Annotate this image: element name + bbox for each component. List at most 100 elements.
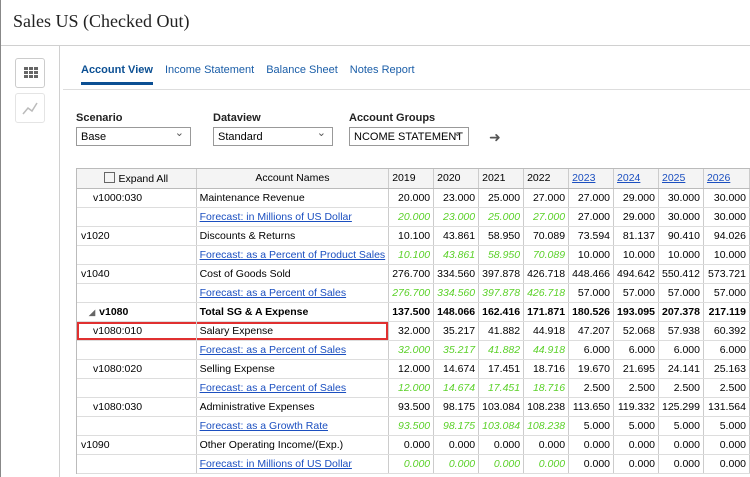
cell-value[interactable]: 426.718 [523,283,570,303]
cell-value[interactable]: 44.918 [523,321,570,341]
cell-value[interactable]: 20.000 [388,188,435,208]
cell-value[interactable]: 27.000 [523,188,570,208]
cell-value[interactable]: 47.207 [568,321,615,341]
cell-value[interactable]: 0.000 [478,454,525,474]
checkbox[interactable] [104,171,116,183]
cell-value[interactable]: 60.392 [703,321,750,341]
cell-value[interactable]: 70.089 [523,226,570,246]
cell-value[interactable]: 14.674 [433,378,480,398]
cell-value[interactable]: 58.950 [478,245,525,265]
cell-value[interactable]: 98.175 [433,416,480,436]
cell-value[interactable]: 276.700 [388,283,435,303]
collapse-toggle[interactable]: ◢ [89,307,96,317]
cell-value[interactable]: 18.716 [523,359,570,379]
cell-value[interactable]: 30.000 [703,188,750,208]
cell-value[interactable]: 43.861 [433,226,480,246]
cell-value[interactable]: 334.560 [433,283,480,303]
cell-value[interactable]: 27.000 [568,207,615,227]
cell-value[interactable]: 52.068 [613,321,659,341]
cell-value[interactable]: 70.089 [523,245,570,265]
cell-value[interactable]: 23.000 [433,188,480,208]
cell-value[interactable]: 57.000 [658,283,704,303]
cell-value[interactable]: 10.000 [658,245,704,265]
cell-value[interactable]: 2.500 [613,378,659,398]
expand-all-label[interactable]: Expand All [118,172,169,185]
cell-value[interactable]: 276.700 [388,264,435,284]
cell-value[interactable]: 10.100 [388,226,435,246]
cell-value[interactable]: 43.861 [433,245,480,265]
grid-row[interactable]: Forecast: as a Growth Rate 93.500 98.175 10… [77,416,750,436]
cell-value[interactable]: 25.000 [478,188,525,208]
forecast-link[interactable]: Forecast: as a Percent of Sales [199,381,347,394]
cell-value[interactable]: 0.000 [523,435,570,455]
cell-value[interactable]: 0.000 [613,435,659,455]
cell-value[interactable]: 148.066 [433,302,480,322]
cell-value[interactable]: 10.000 [703,245,750,265]
dropdown[interactable]: Base [76,124,191,146]
cell-value[interactable]: 2.500 [658,378,704,398]
tab[interactable]: Income Statement [164,64,255,76]
cell-value[interactable]: 32.000 [388,340,435,360]
grid-row[interactable]: v1080:010 Salary Expense 32.000 35.217 41.88… [77,321,750,341]
cell-value[interactable]: 93.500 [388,397,435,417]
cell-value[interactable]: 108.238 [523,397,570,417]
cell-value[interactable]: 57.000 [613,283,659,303]
cell-value[interactable]: 0.000 [658,454,704,474]
cell-value[interactable]: 119.332 [613,397,659,417]
cell-value[interactable]: 6.000 [658,340,704,360]
cell-value[interactable]: 0.000 [523,454,570,474]
grid-row[interactable]: ◢ v1080 Total SG & A Expense 137.500 148.066… [77,302,750,322]
cell-value[interactable]: 98.175 [433,397,480,417]
forecast-link[interactable]: Forecast: as a Growth Rate [199,419,328,432]
cell-value[interactable]: 108.238 [523,416,570,436]
cell-value[interactable]: 41.882 [478,340,525,360]
cell-value[interactable]: 10.000 [613,245,659,265]
cell-value[interactable]: 2.500 [703,378,750,398]
cell-value[interactable]: 10.100 [388,245,435,265]
cell-value[interactable]: 217.119 [703,302,750,322]
grid-row[interactable]: Forecast: as a Percent of Product Sales 1… [77,245,750,265]
cell-value[interactable]: 10.000 [568,245,615,265]
cell-value[interactable]: 426.718 [523,264,570,284]
grid-row[interactable]: Forecast: as a Percent of Sales 12.000 14.… [77,378,750,398]
grid-row[interactable]: v1020 Discounts & Returns 10.100 43.861 58.9… [77,226,750,246]
cell-value[interactable]: 35.217 [433,321,480,341]
cell-value[interactable]: 35.217 [433,340,480,360]
cell-value[interactable]: 573.721 [703,264,750,284]
grid-row[interactable]: v1040 Cost of Goods Sold 276.700 334.560 397… [77,264,750,284]
chart-view-icon[interactable] [15,93,45,123]
cell-value[interactable]: 103.084 [478,416,525,436]
cell-value[interactable]: 0.000 [568,454,615,474]
cell-value[interactable]: 12.000 [388,378,435,398]
cell-value[interactable]: 0.000 [613,454,659,474]
cell-value[interactable]: 27.000 [568,188,615,208]
cell-value[interactable]: 29.000 [613,207,659,227]
cell-value[interactable]: 113.650 [568,397,615,417]
cell-value[interactable]: 30.000 [658,188,704,208]
cell-value[interactable]: 6.000 [613,340,659,360]
cell-value[interactable]: 58.950 [478,226,525,246]
grid-row[interactable]: v1090 Other Operating Income/(Exp.) 0.000 0… [77,435,750,455]
cell-value[interactable]: 448.466 [568,264,615,284]
cell-value[interactable]: 30.000 [703,207,750,227]
cell-value[interactable]: 57.938 [658,321,704,341]
go-button[interactable]: ➜ [489,129,501,145]
cell-value[interactable]: 137.500 [388,302,435,322]
tab[interactable]: Balance Sheet [266,64,338,76]
grid-row[interactable]: Forecast: as a Percent of Sales 276.700 33… [77,283,750,303]
grid-row[interactable]: Forecast: as a Percent of Sales 32.000 35.… [77,340,750,360]
cell-value[interactable]: 0.000 [568,435,615,455]
cell-value[interactable]: 23.000 [433,207,480,227]
grid-row[interactable]: Forecast: in Millions of US Dollar 0.000 0… [77,454,750,474]
cell-value[interactable]: 0.000 [478,435,525,455]
cell-value[interactable]: 17.451 [478,378,525,398]
cell-value[interactable]: 81.137 [613,226,659,246]
cell-value[interactable]: 25.163 [703,359,750,379]
cell-value[interactable]: 12.000 [388,359,435,379]
cell-value[interactable]: 0.000 [388,454,435,474]
cell-value[interactable]: 30.000 [658,207,704,227]
grid-row[interactable]: Forecast: in Millions of US Dollar 20.000… [77,207,750,227]
cell-value[interactable]: 334.560 [433,264,480,284]
cell-value[interactable]: 0.000 [388,435,435,455]
cell-value[interactable]: 32.000 [388,321,435,341]
